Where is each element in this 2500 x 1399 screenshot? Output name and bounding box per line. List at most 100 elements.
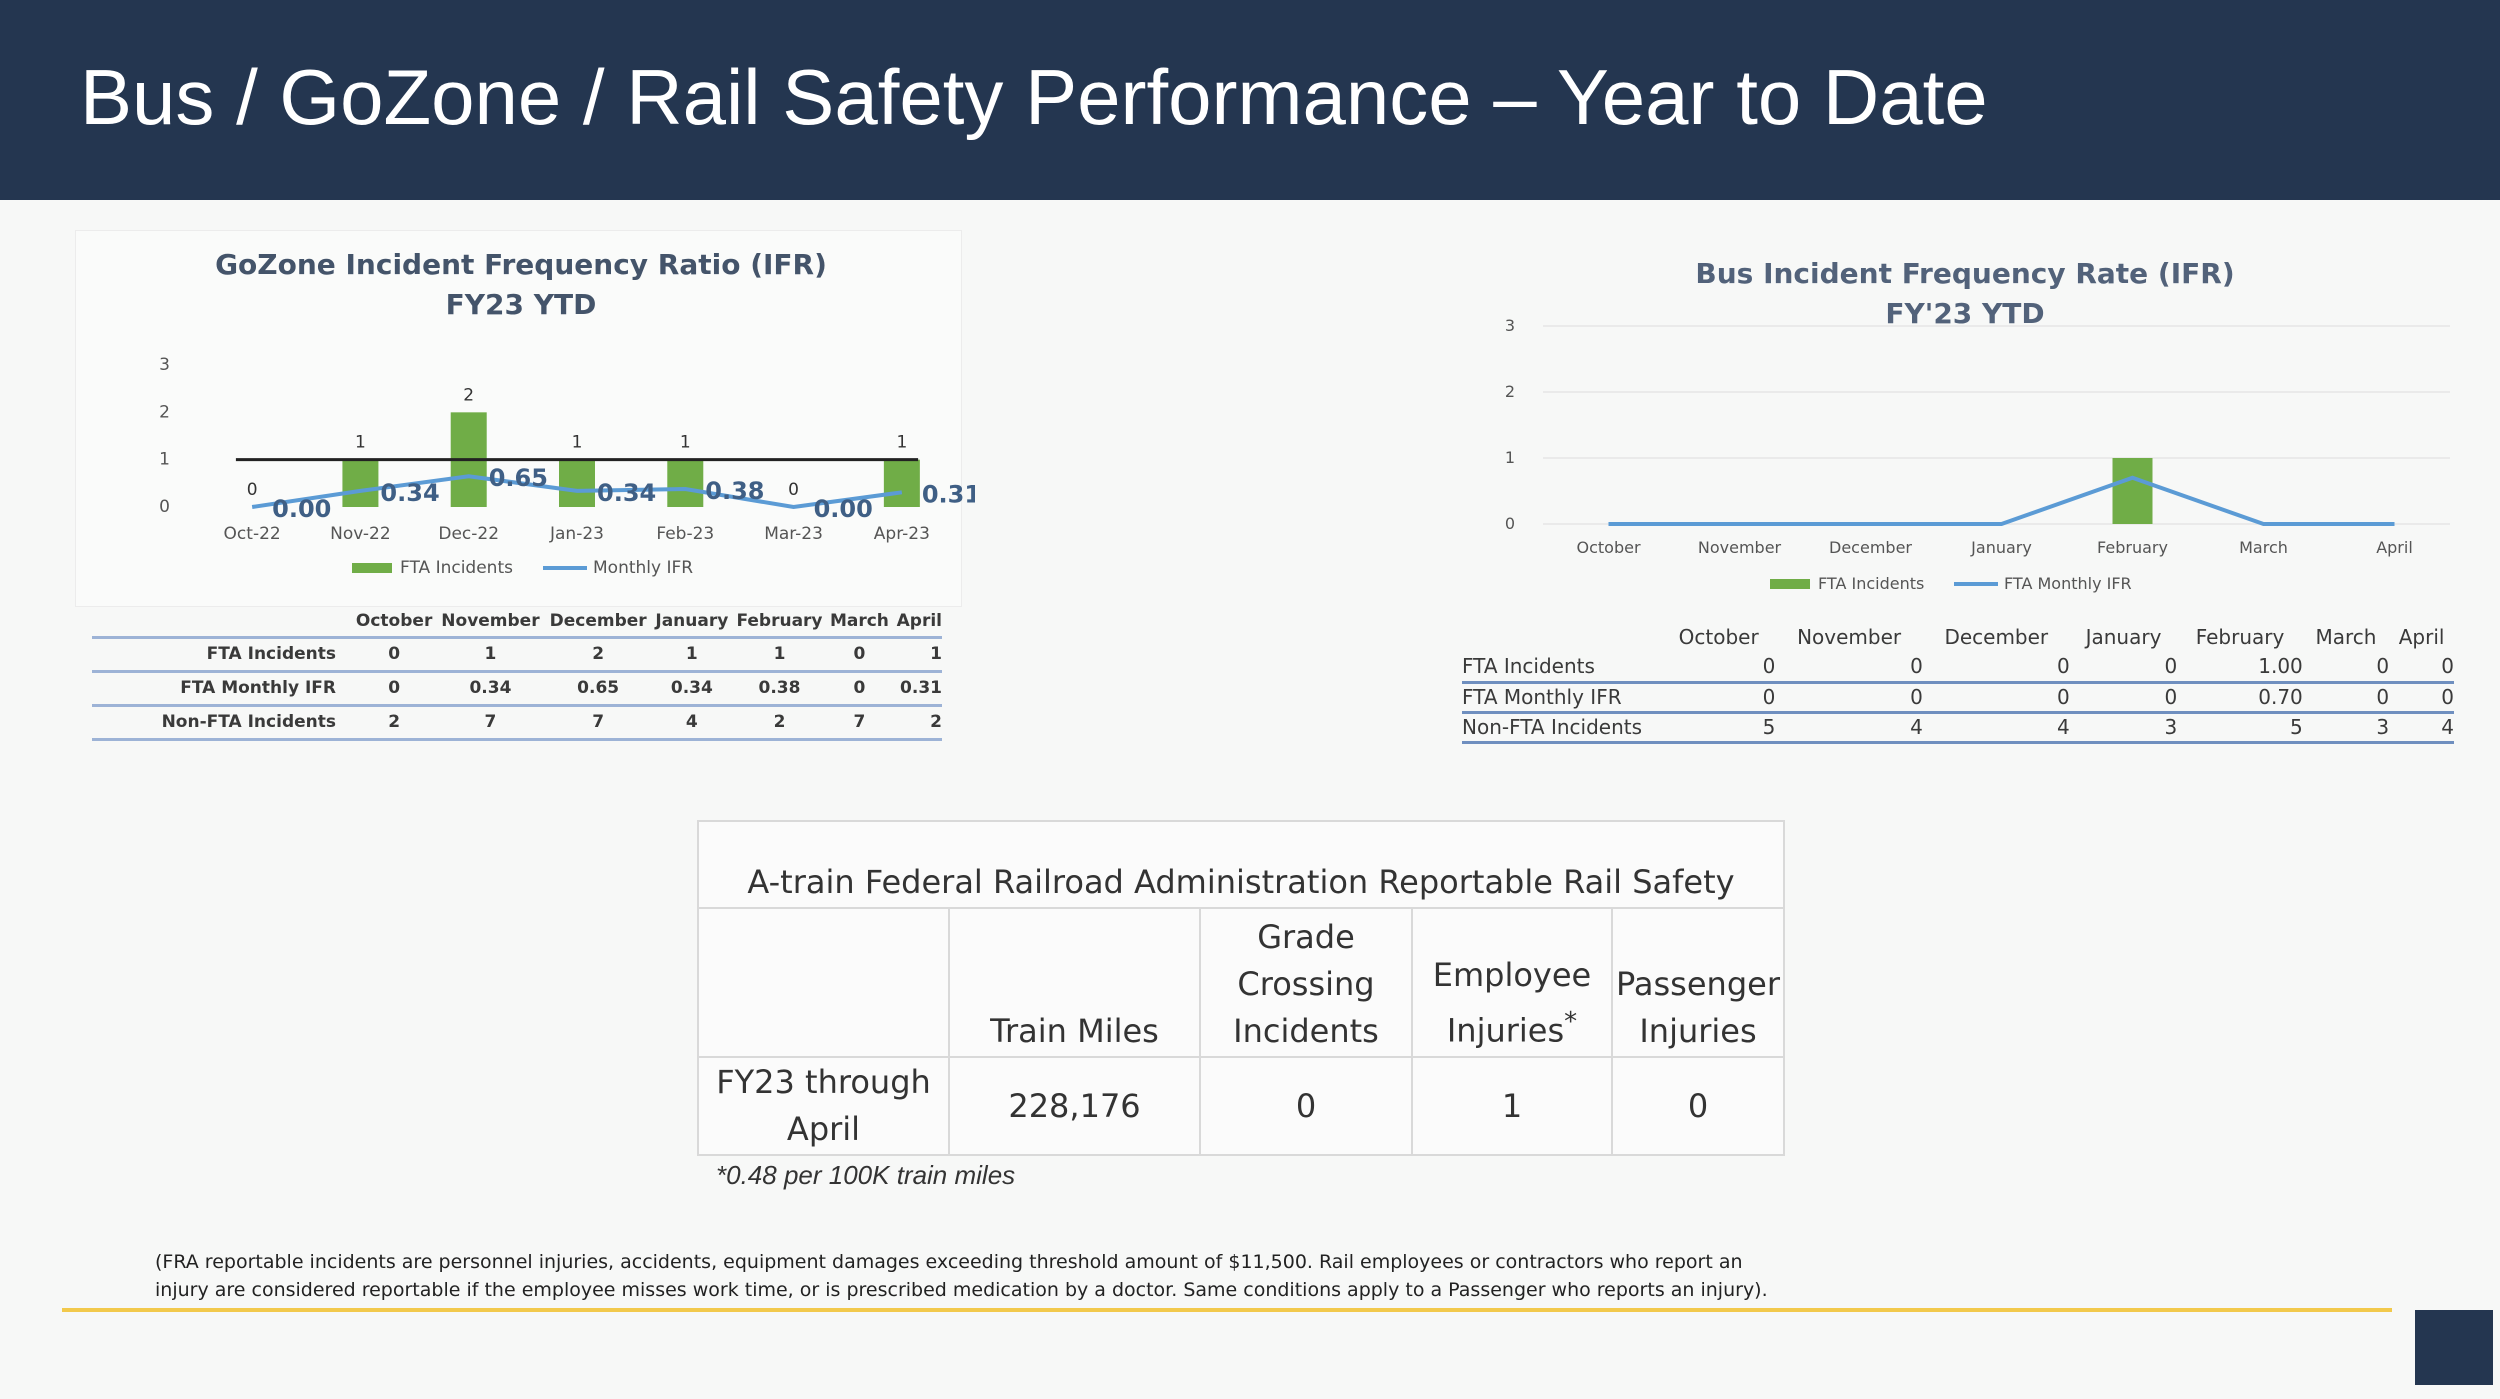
- disclaimer: (FRA reportable incidents are personnel …: [155, 1248, 1855, 1304]
- y-tick-label: 1: [1505, 448, 1515, 467]
- footer-divider: [62, 1308, 2392, 1312]
- gozone-panel: GoZone Incident Frequency Ratio (IFR) FY…: [75, 230, 962, 607]
- row-label: Non-FTA Incidents: [1462, 715, 1643, 739]
- cell: 1: [930, 644, 942, 664]
- bus-col-header: December: [1944, 625, 2049, 649]
- y-tick-label: 2: [159, 402, 170, 422]
- cell: 2: [773, 712, 786, 732]
- bus-col-header: January: [2085, 625, 2162, 649]
- y-tick-label: 3: [159, 355, 170, 375]
- cell: 5: [2290, 715, 2303, 739]
- x-tick-label: Nov-22: [330, 524, 391, 544]
- x-tick-label: March: [2239, 538, 2288, 557]
- cell: 4: [2057, 715, 2070, 739]
- x-tick-label: Oct-22: [224, 524, 281, 544]
- passenger-injuries-value: 0: [1611, 1056, 1785, 1156]
- y-tick-label: 1: [159, 450, 170, 470]
- bus-col-header: November: [1797, 625, 1902, 649]
- cell: 2: [592, 644, 605, 664]
- gozone-table-row: Non-FTA Incidents 2 7 7 4 2 7 2: [92, 705, 942, 739]
- x-tick-label: December: [1829, 538, 1912, 557]
- bar-data-label: 0: [247, 480, 258, 500]
- bar: [883, 459, 920, 507]
- y-tick-label: 0: [159, 497, 170, 517]
- bus-table-row: FTA Monthly IFR 0 0 0 0 0.70 0 0: [1462, 682, 2454, 712]
- cell: 0: [2164, 654, 2178, 679]
- line-data-label: 0.34: [380, 479, 439, 507]
- row-label: Non-FTA Incidents: [161, 712, 336, 732]
- bar: [2112, 458, 2153, 524]
- cell: 1: [685, 644, 698, 664]
- gozone-table-header: October November December January Februa…: [92, 607, 942, 637]
- fra-header-grade-crossing: Grade Crossing Incidents: [1199, 907, 1413, 1058]
- legend-label: Monthly IFR: [593, 558, 693, 578]
- bus-table: October November December January Februa…: [1462, 622, 2454, 744]
- bus-table-header: October November December January Februa…: [1462, 622, 2454, 652]
- fra-title: A-train Federal Railroad Administration …: [697, 820, 1785, 909]
- gozone-col-header: March: [829, 611, 889, 632]
- bus-col-header: October: [1678, 625, 1759, 649]
- bar: [667, 459, 704, 507]
- disclaimer-line-1: (FRA reportable incidents are personnel …: [155, 1251, 1743, 1273]
- bus-table-row: FTA Incidents 0 0 0 0 1.00 0 0: [1462, 652, 2454, 682]
- gozone-col-header: November: [441, 611, 540, 632]
- grade-label-2: Crossing: [1237, 965, 1375, 1003]
- x-tick-label: October: [1576, 538, 1640, 557]
- y-tick-label: 0: [1505, 514, 1515, 533]
- cell: 0: [1910, 654, 1923, 679]
- fra-data-row: FY23 through April 228,176 0 1 0: [697, 1056, 1785, 1156]
- corner-block: [2415, 1310, 2493, 1385]
- line-data-label: 0.65: [489, 464, 548, 492]
- cell: 4: [2441, 715, 2454, 739]
- fra-rail-safety-table: A-train Federal Railroad Administration …: [697, 820, 1785, 1156]
- line-data-label: 0.31: [922, 480, 975, 508]
- grade-label-3: Incidents: [1233, 1012, 1379, 1050]
- fra-header-row: Train Miles Grade Crossing Incidents Emp…: [697, 907, 1785, 1058]
- bar-data-label: 1: [896, 433, 907, 453]
- x-tick-label: January: [1970, 538, 2032, 557]
- gozone-col-header: February: [736, 611, 823, 632]
- fra-row-label: FY23 through April: [697, 1056, 950, 1156]
- legend-swatch-bars: [1770, 579, 1810, 589]
- x-tick-label: November: [1698, 538, 1782, 557]
- gozone-title-line1: GoZone Incident Frequency Ratio (IFR): [215, 248, 827, 281]
- fra-footnote: *0.48 per 100K train miles: [716, 1160, 1016, 1190]
- cell: 0: [388, 644, 401, 664]
- gozone-col-header: December: [549, 611, 647, 632]
- bus-col-header: April: [2398, 625, 2445, 649]
- cell: 0.38: [758, 678, 801, 698]
- x-tick-label: Mar-23: [764, 524, 823, 544]
- bus-chart-title: Bus Incident Frequency Rate (IFR) FY'23 …: [1505, 254, 2425, 334]
- fra-header-passenger-injuries: Passenger Injuries: [1611, 907, 1785, 1058]
- cell: 0: [2057, 685, 2070, 709]
- cell: 0: [2164, 685, 2178, 709]
- cell: 0: [1762, 654, 1776, 679]
- passenger-label-1: Passenger: [1616, 965, 1780, 1003]
- x-tick-label: Jan-23: [549, 524, 604, 544]
- bus-ifr-chart: 0 1 2 3 October November December January Februa…: [1505, 316, 2450, 593]
- x-tick-label: Apr-23: [874, 524, 930, 544]
- cell: 0: [1910, 685, 1923, 709]
- x-tick-label: Feb-23: [656, 524, 714, 544]
- fra-header-employee-injuries: Employee Injuries*: [1411, 907, 1613, 1058]
- cell: 0: [1762, 685, 1776, 709]
- row-label: FTA Incidents: [1462, 654, 1595, 679]
- fra-header-blank: [697, 907, 950, 1058]
- gozone-col-header: April: [896, 611, 942, 632]
- cell: 7: [853, 712, 866, 732]
- bar-data-label: 1: [355, 433, 366, 453]
- gozone-table-row: FTA Monthly IFR 0 0.34 0.65 0.34 0.38 0 …: [92, 671, 942, 705]
- cell: 3: [2376, 715, 2390, 739]
- cell: 7: [484, 712, 497, 732]
- cell: 1: [484, 644, 497, 664]
- cell: 0: [2376, 654, 2390, 679]
- cell: 0: [2376, 685, 2390, 709]
- cell: 4: [685, 712, 698, 732]
- title-bar: Bus / GoZone / Rail Safety Performance –…: [0, 0, 2500, 200]
- cell: 0.31: [900, 678, 942, 698]
- disclaimer-line-2: injury are considered reportable if the …: [155, 1279, 1768, 1301]
- passenger-label-2: Injuries: [1639, 1012, 1757, 1050]
- legend-label: FTA Incidents: [400, 558, 513, 578]
- employee-label-2: Injuries: [1446, 1012, 1565, 1050]
- bus-col-header: March: [2315, 625, 2377, 649]
